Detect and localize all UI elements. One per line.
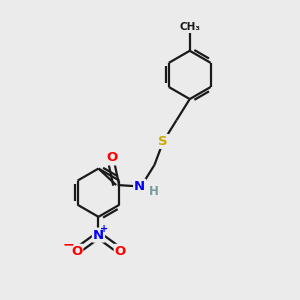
Text: N: N (93, 229, 104, 242)
Text: O: O (115, 245, 126, 258)
Text: N: N (134, 180, 145, 193)
Text: S: S (158, 135, 168, 148)
Text: CH₃: CH₃ (179, 22, 200, 32)
Text: H: H (148, 185, 158, 198)
Text: −: − (62, 238, 74, 252)
Text: +: + (100, 224, 108, 234)
Text: O: O (71, 245, 82, 258)
Text: O: O (106, 152, 117, 164)
